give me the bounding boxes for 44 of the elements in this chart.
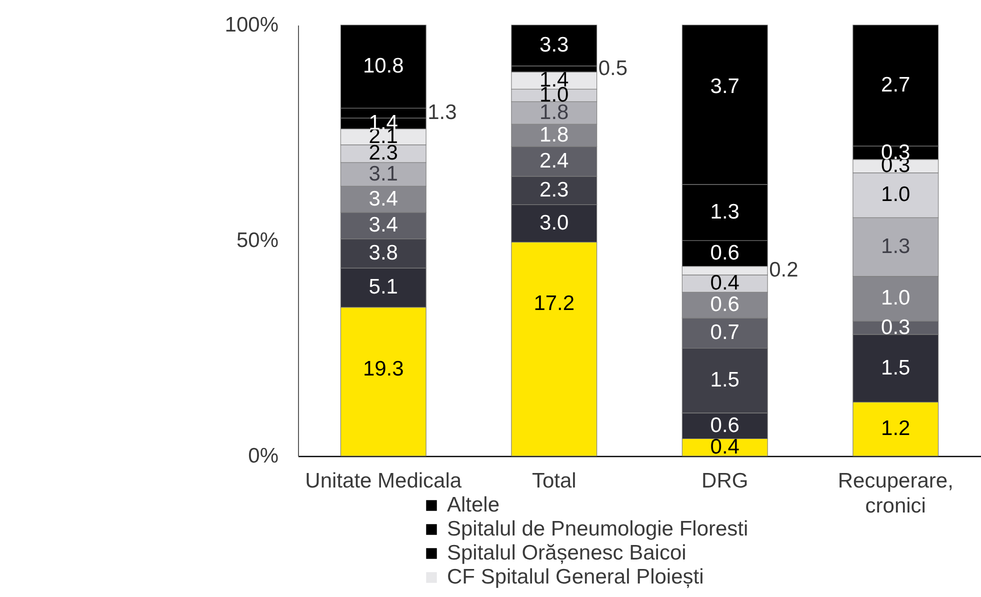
x-tick-label: Unitate Medicala (305, 470, 462, 492)
annotation: 1.3 (881, 234, 910, 258)
annotation: 3.8 (368, 241, 398, 264)
annotation: 1.2 (881, 417, 910, 440)
annotation: 0.3 (881, 316, 910, 339)
annotation: 0.2 (769, 258, 798, 282)
annotation: 1.8 (540, 100, 569, 124)
annotation: 5.1 (368, 276, 398, 299)
annotation: 0.6 (710, 293, 740, 316)
annotation: 3.1 (368, 162, 398, 186)
y-tick-label: 50% (236, 229, 278, 252)
annotation: 10.8 (362, 54, 404, 78)
annotation: 3.4 (368, 187, 398, 210)
y-tick-label: 0% (248, 444, 278, 468)
annotation: 0.7 (710, 321, 740, 344)
annotation: 3.4 (368, 214, 398, 237)
legend-label: CF Spitalul General Ploiești (447, 566, 704, 588)
annotation: 3.7 (710, 75, 740, 98)
annotation: 1.0 (881, 183, 910, 206)
annotation: 3.3 (540, 33, 569, 56)
annotation: 1.5 (881, 356, 910, 380)
annotation: 1.3 (428, 101, 457, 124)
x-tick-label: Recuperare, cronici (838, 470, 954, 518)
annotation: 0.5 (598, 56, 628, 80)
annotation: 0.4 (710, 435, 740, 458)
annotation: 0.6 (710, 241, 740, 264)
annotation: 1.5 (710, 368, 740, 392)
y-tick-label: 100% (224, 14, 278, 36)
annotation: 1.8 (540, 123, 569, 146)
legend-label: Spitalul de Pneumologie Floresti (447, 518, 748, 540)
annotation: 0.6 (710, 414, 740, 437)
annotation: 2.7 (881, 74, 910, 97)
legend-label: Altele (447, 494, 500, 516)
annotation: 17.2 (534, 292, 575, 316)
x-tick-label: DRG (702, 470, 748, 492)
annotation: 1.0 (881, 286, 910, 310)
legend-label: Spitalul Orășenesc Baicoi (447, 542, 686, 564)
x-tick-label: Total (532, 470, 576, 492)
annotation: 19.3 (362, 357, 404, 380)
annotation: 2.3 (540, 178, 569, 202)
annotation: 1.3 (710, 200, 740, 224)
annotation: 3.0 (540, 211, 569, 234)
annotation: 0.4 (710, 272, 740, 295)
annotation: 2.4 (540, 149, 570, 172)
